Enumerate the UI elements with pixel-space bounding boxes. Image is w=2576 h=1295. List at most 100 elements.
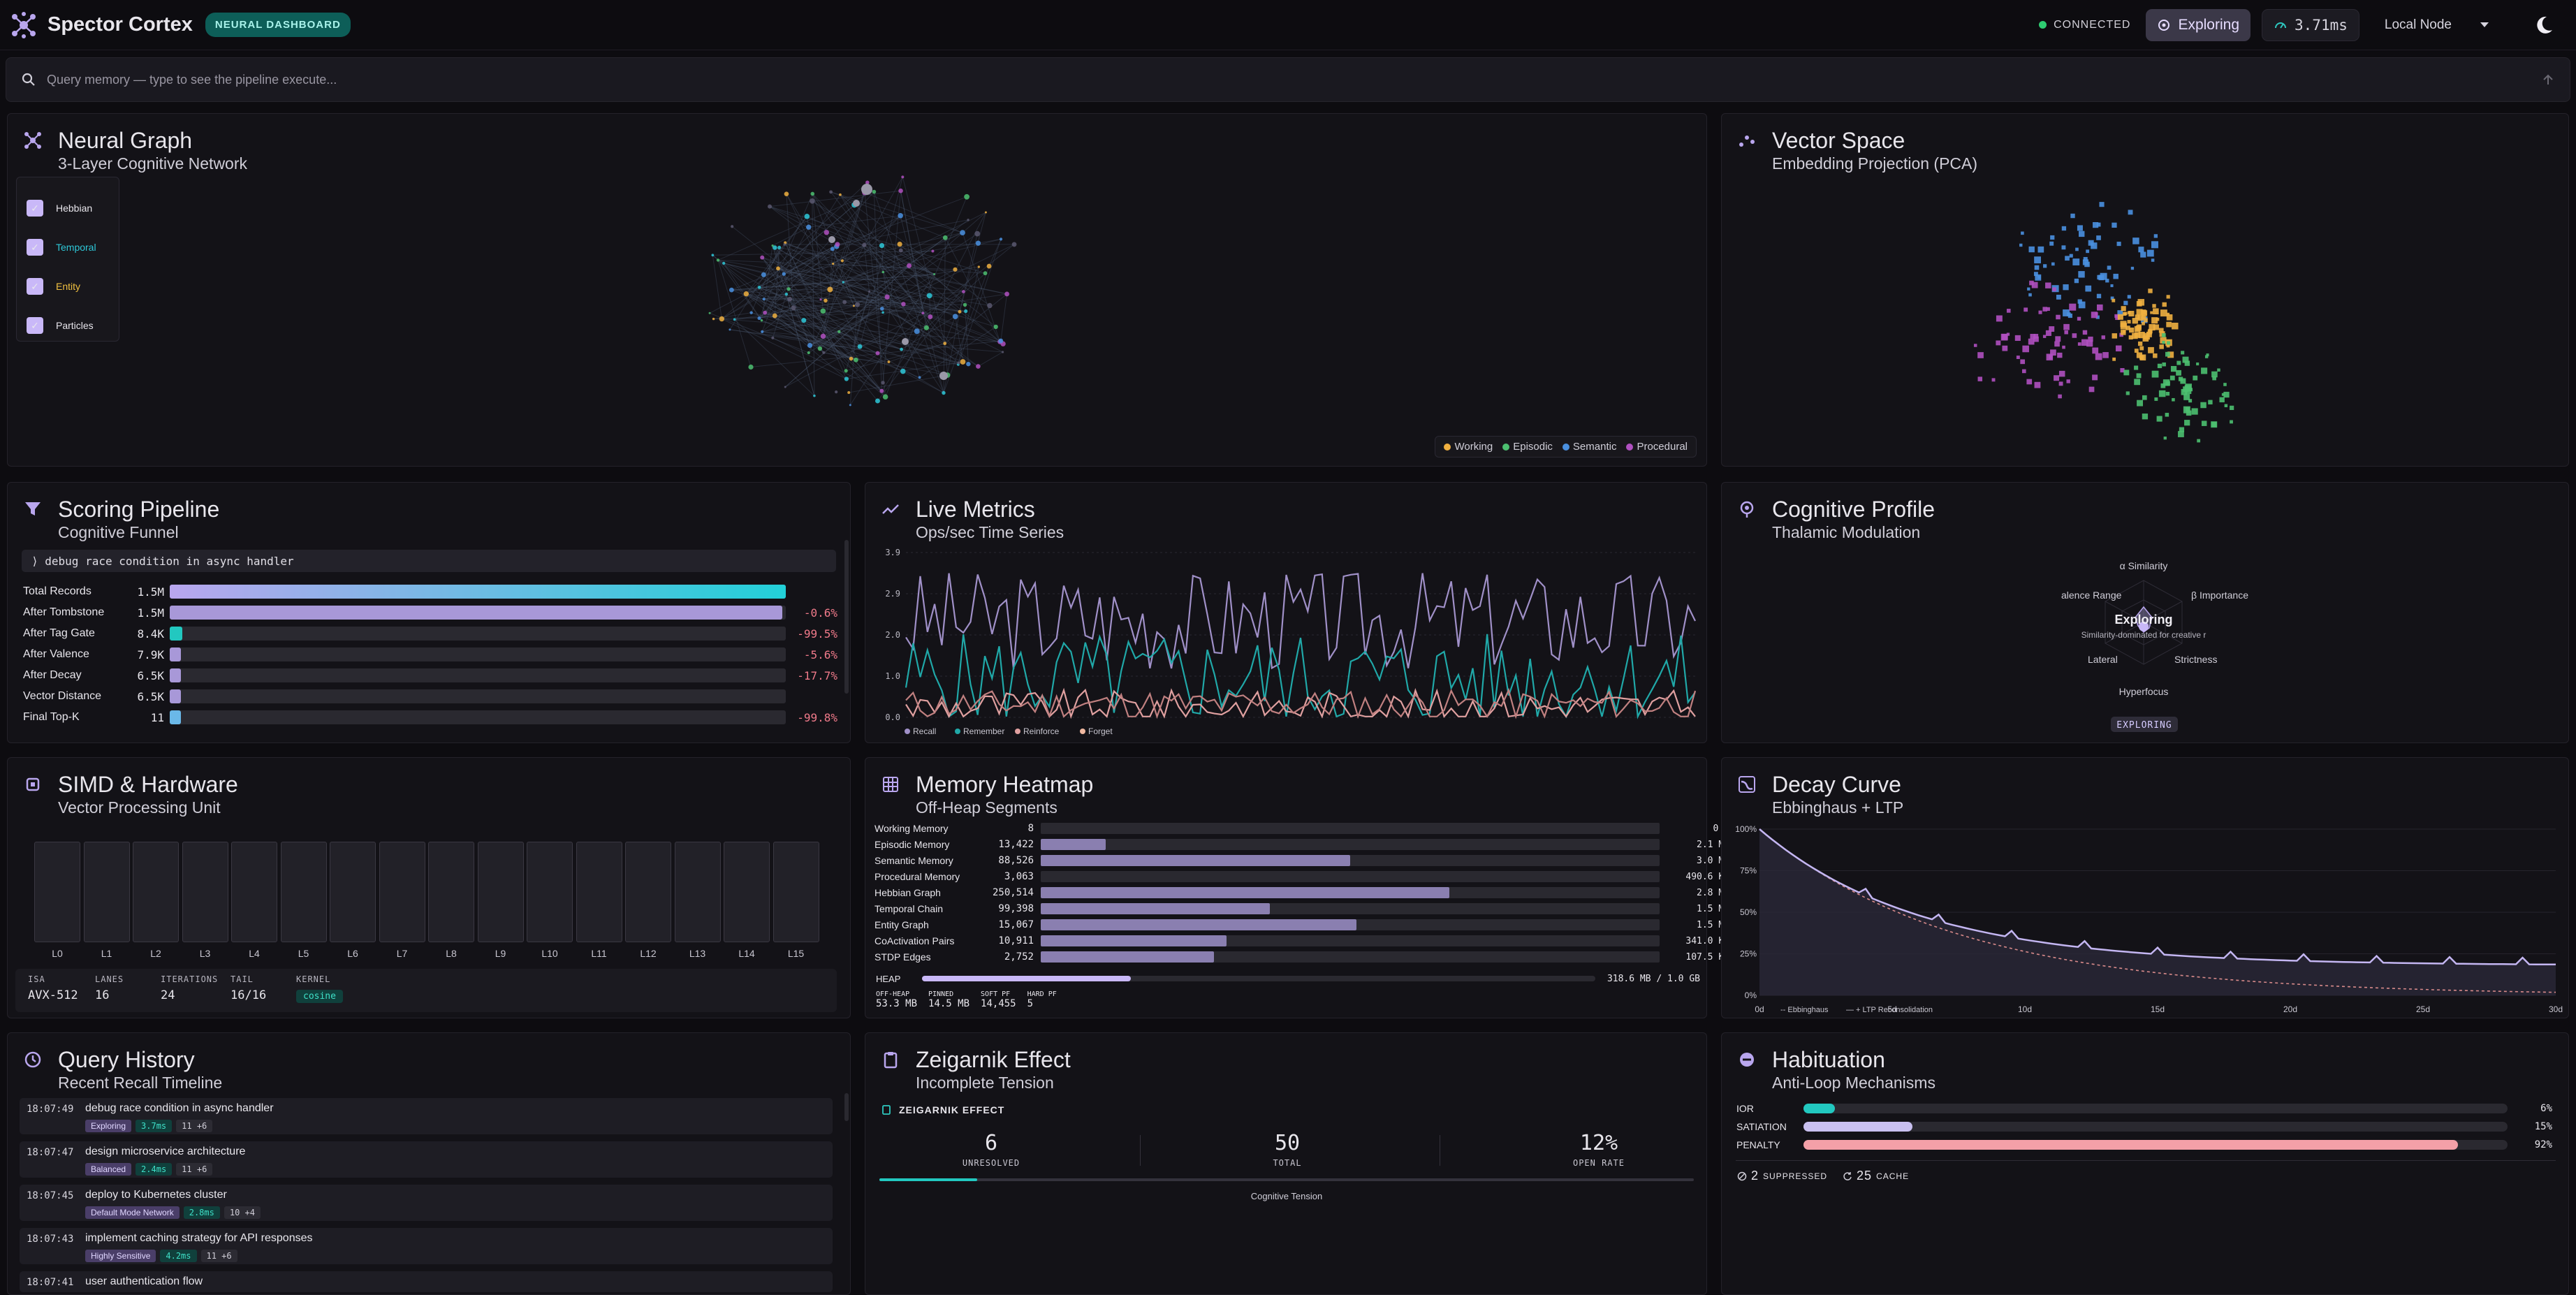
checkbox-checked-icon[interactable]: ✓ — [27, 317, 43, 334]
graph-edge — [854, 237, 946, 307]
embedding-point — [2188, 399, 2193, 403]
graph-node — [824, 230, 829, 235]
neural-graph-canvas[interactable] — [8, 114, 1707, 467]
node-label: Local Node — [2384, 17, 2452, 32]
embedding-point — [2144, 318, 2148, 323]
embedding-point — [2034, 381, 2041, 388]
theme-toggle-moon-icon[interactable] — [2533, 15, 2554, 36]
scrollbar[interactable] — [844, 1093, 849, 1121]
history-item[interactable]: 18:07:45 deploy to Kubernetes cluster Defa… — [20, 1185, 833, 1221]
graph-edge — [978, 351, 1003, 367]
history-item[interactable]: 18:07:49 debug race condition in async ha… — [20, 1098, 833, 1134]
panel-subtitle: Anti-Loop Mechanisms — [1772, 1074, 1935, 1092]
funnel-value: 6.5K — [137, 668, 164, 682]
graph-edge — [926, 327, 1000, 342]
embedding-point — [2061, 226, 2067, 231]
graph-node — [771, 244, 774, 247]
funnel-icon — [25, 502, 41, 515]
decay-chart[interactable]: 100% 75% 50% 25% 0% 0d 5d 10d 15d 20d 25d 30d -- Ebb… — [1722, 758, 2569, 1018]
embedding-point — [2046, 307, 2050, 311]
graph-edge — [763, 296, 888, 300]
graph-node — [787, 296, 793, 302]
graph-node — [875, 351, 880, 356]
metrics-chart[interactable]: 3.9 2.9 2.0 1.0 0.0 Recall Remember Reinforce Fo… — [865, 483, 1707, 743]
submit-arrow-icon[interactable] — [2542, 73, 2554, 86]
graph-edge — [822, 310, 861, 347]
lane-label: L13 — [689, 948, 706, 959]
search-input[interactable] — [47, 72, 2531, 87]
toggle-entity[interactable]: ✓ Entity — [27, 267, 109, 306]
history-item[interactable]: 18:07:47 design microservice architecture… — [20, 1141, 833, 1178]
graph-edge — [900, 191, 923, 314]
scrollbar[interactable] — [844, 540, 849, 694]
embedding-point — [2165, 351, 2170, 357]
embedding-point — [2091, 312, 2098, 319]
mode-button[interactable]: Exploring — [2146, 8, 2251, 41]
heap-track — [922, 976, 1595, 981]
checkbox-checked-icon[interactable]: ✓ — [27, 200, 43, 217]
refresh-icon — [1843, 1171, 1852, 1180]
graph-node — [952, 314, 958, 320]
checkbox-checked-icon[interactable]: ✓ — [27, 278, 43, 295]
embedding-point — [2123, 330, 2126, 333]
graph-edge — [881, 245, 1004, 344]
history-item[interactable]: 18:07:41 user authentication flow — [20, 1271, 833, 1292]
embedding-point — [2085, 285, 2092, 292]
graph-node — [1011, 242, 1017, 247]
node-select[interactable]: Local Node — [2371, 17, 2503, 33]
graph-edge — [944, 316, 956, 344]
cognitive-profile-panel: Cognitive Profile Thalamic Modulation α S… — [1721, 482, 2569, 743]
x-tick-label: 5d — [1887, 1004, 1896, 1014]
graph-edge — [731, 273, 935, 291]
graph-node — [962, 290, 965, 293]
embedding-point — [2112, 298, 2116, 302]
graph-edge — [762, 296, 888, 332]
graph-edge — [772, 245, 815, 396]
segment-fill — [1041, 887, 1449, 898]
embedding-point — [2029, 280, 2034, 286]
funnel-value: 7.9K — [137, 648, 164, 661]
toggle-hebbian[interactable]: ✓ Hebbian — [27, 189, 109, 228]
graph-edge — [746, 245, 882, 295]
graph-node — [914, 328, 920, 335]
funnel-label: After Decay — [23, 669, 82, 681]
graph-edge — [807, 216, 935, 275]
graph-node — [786, 287, 791, 291]
embedding-point — [2033, 333, 2039, 339]
graph-node — [964, 193, 970, 200]
graph-node — [763, 310, 768, 315]
embedding-point — [2125, 391, 2130, 395]
toggle-label: Temporal — [56, 242, 96, 253]
graph-edge — [958, 266, 979, 365]
legend-label: Forget — [1088, 726, 1113, 736]
embedding-point — [2142, 321, 2145, 325]
graph-node — [839, 193, 842, 196]
embedding-point — [2028, 338, 2035, 345]
vector-space-panel: Vector Space Embedding Projection (PCA) — [1721, 113, 2569, 467]
graph-edge — [962, 232, 1001, 342]
checkbox-checked-icon[interactable]: ✓ — [27, 239, 43, 256]
graph-edge — [888, 343, 945, 363]
embedding-point — [2024, 307, 2028, 312]
toggle-temporal[interactable]: ✓ Temporal — [27, 228, 109, 267]
vector-space-canvas[interactable] — [1722, 114, 2569, 467]
habituation-label: IOR — [1736, 1103, 1754, 1114]
y-tick-label: 100% — [1735, 824, 1757, 834]
history-item[interactable]: 18:07:43 implement caching strategy for A… — [20, 1228, 833, 1264]
graph-node — [943, 342, 947, 346]
graph-node — [773, 245, 777, 250]
graph-edge — [959, 233, 978, 312]
toggle-particles[interactable]: ✓ Particles — [27, 306, 109, 345]
graph-node — [757, 316, 761, 321]
graph-edge — [823, 331, 840, 337]
graph-node — [837, 330, 841, 334]
graph-edge — [829, 249, 833, 290]
stat-value: 24 — [161, 988, 175, 1002]
funnel-fill — [170, 648, 181, 661]
trend-icon — [882, 504, 899, 514]
graph-node — [1004, 291, 1010, 297]
graph-node — [807, 342, 813, 349]
segment-label: STDP Edges — [874, 951, 931, 963]
embedding-point — [2054, 341, 2060, 347]
embedding-point — [2146, 249, 2154, 257]
